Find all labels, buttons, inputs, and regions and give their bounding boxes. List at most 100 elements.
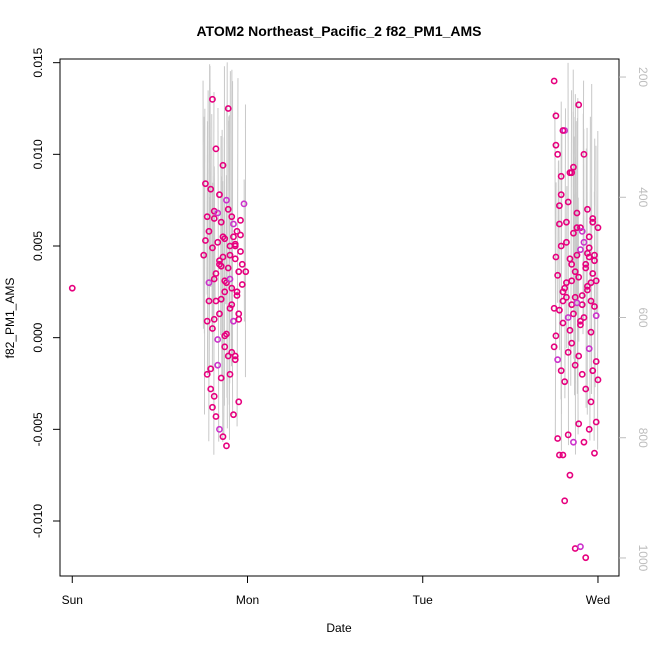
trace-line [558,160,561,351]
data-point [209,244,216,252]
data-point [212,413,220,420]
data-point [550,77,558,85]
data-point [238,281,246,288]
data-point [559,451,567,459]
trace-line [582,80,585,335]
right-tick-label: 200 [636,67,650,87]
data-point [580,238,588,246]
data-point [237,231,244,239]
data-point [559,319,567,327]
data-point [223,196,230,204]
data-point [224,205,232,213]
y-tick-label: 0.010 [31,139,45,169]
data-point [564,198,572,206]
data-point [550,304,558,312]
data-point [240,200,248,208]
trace-line [213,166,216,302]
data-point [570,310,577,318]
data-point [224,105,232,112]
data-point [554,356,562,364]
data-point [582,385,590,393]
data-point [592,277,600,285]
data-point [561,284,569,292]
data-point [568,339,576,347]
data-point [210,275,218,283]
data-point [205,297,213,305]
data-point [557,172,565,180]
x-tick-label: Mon [236,593,259,607]
data-point [235,315,243,323]
data-point [216,425,223,433]
data-point [221,332,229,340]
data-point [212,145,220,153]
data-point [571,545,579,552]
data-point [217,374,225,382]
data-point [68,284,76,292]
data-point [591,257,598,265]
data-point [585,244,593,252]
y-axis-label: f82_PM1_AMS [3,278,17,359]
data-point [578,370,586,378]
data-point [575,420,583,428]
data-point [554,150,562,158]
data-point [580,438,588,446]
data-point [580,314,588,321]
data-point [570,229,577,237]
trace-line [557,160,559,303]
data-point [237,248,244,255]
data-point [554,435,562,442]
data-point [573,251,581,259]
data-point [559,127,567,134]
data-point [202,180,209,188]
data-point [564,348,572,356]
y-tick-label: -0.010 [31,504,45,538]
data-point [592,418,600,426]
trace-line [564,108,566,399]
data-point [231,255,239,263]
data-point [566,471,574,479]
data-point [230,233,237,241]
data-point [591,303,598,310]
data-point [210,392,218,400]
data-point [209,95,216,103]
data-point [212,297,220,305]
data-point [223,442,230,450]
data-point [214,238,222,246]
data-point [216,310,223,318]
data-point [552,253,560,261]
y-tick-label: 0.005 [31,231,45,261]
data-point [589,218,597,226]
data-point [594,376,602,384]
data-point [578,292,586,299]
data-point [237,216,244,224]
data-point [216,257,223,265]
data-point [231,242,239,250]
data-point [570,438,577,446]
x-tick-label: Sun [62,593,83,607]
data-point [242,268,250,276]
data-point [568,277,576,285]
data-point [228,301,236,309]
data-point [563,218,570,226]
data-point [235,310,243,318]
x-tick-label: Tue [413,593,434,607]
trace-line [229,71,231,384]
data-point [230,317,237,325]
data-point [223,279,230,287]
data-point [577,317,584,325]
data-point [217,218,225,226]
data-point [552,112,560,120]
data-point [209,403,216,411]
data-point [578,301,586,309]
data-point [587,297,595,305]
data-point [214,336,222,343]
data-point [589,270,597,277]
data-point [557,242,565,250]
chart-title: ATOM2 Northeast_Pacific_2 f82_PM1_AMS [196,23,481,39]
data-point [587,398,595,406]
data-point [566,326,574,334]
data-point [559,297,567,305]
data-point [582,554,590,562]
data-point [216,191,223,199]
